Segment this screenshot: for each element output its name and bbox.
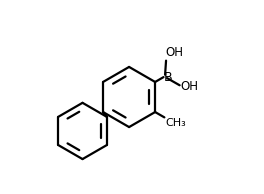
Text: CH₃: CH₃ (165, 118, 186, 128)
Text: B: B (164, 71, 173, 84)
Text: OH: OH (165, 46, 183, 59)
Text: OH: OH (180, 80, 198, 93)
